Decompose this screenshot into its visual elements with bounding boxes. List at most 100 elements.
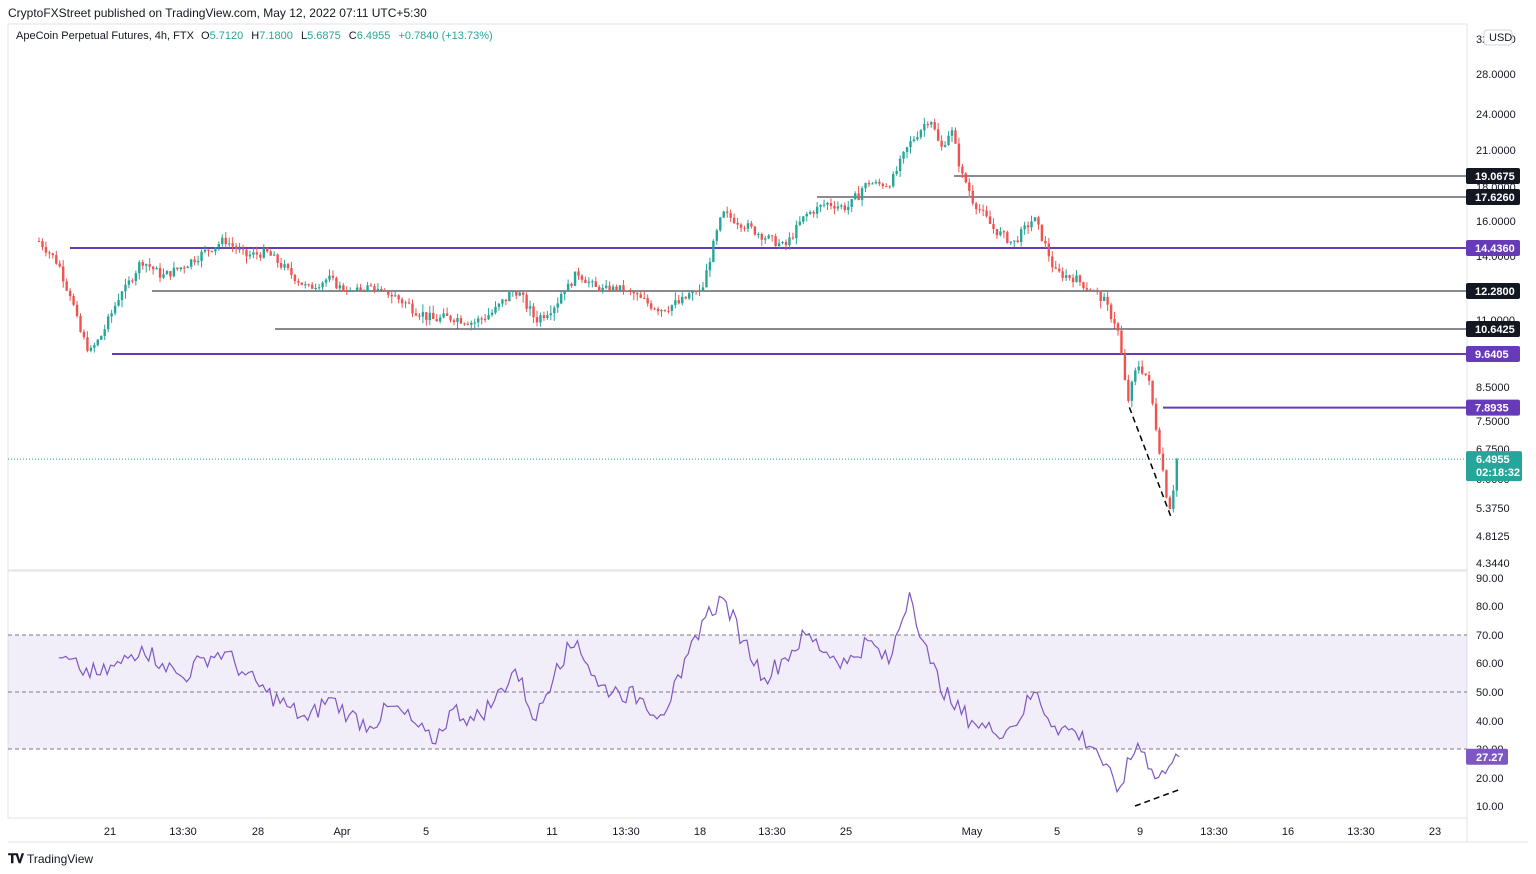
candle-body <box>726 211 729 213</box>
candle-body <box>37 241 41 243</box>
candle-body <box>954 130 957 144</box>
candle-body <box>307 284 310 286</box>
tradingview-branding[interactable]: 𝐓𝐕 TradingView <box>8 851 93 867</box>
candle-body <box>262 248 265 258</box>
candle-body <box>784 241 788 246</box>
price-tick-label: 8.5000 <box>1476 382 1510 394</box>
candle-body <box>528 306 532 309</box>
candle-body <box>1016 240 1019 242</box>
candle-body <box>276 254 279 264</box>
candle-body <box>888 186 891 188</box>
candle-body <box>943 145 947 147</box>
candle-body <box>480 318 483 320</box>
candle-body <box>259 254 262 258</box>
candle-body <box>933 122 936 130</box>
candle-body <box>719 217 722 231</box>
price-tick-label: 4.8125 <box>1476 531 1510 543</box>
candle-body <box>584 279 587 283</box>
candle-body <box>120 291 124 300</box>
candle-body <box>477 318 480 323</box>
time-tick-label: 25 <box>840 826 852 838</box>
candle-body <box>217 243 221 248</box>
currency-button <box>1483 29 1513 46</box>
level-tag <box>1466 321 1520 337</box>
candle-body <box>656 308 660 312</box>
candle-body <box>483 318 487 320</box>
candle-body <box>380 288 383 291</box>
candle-body <box>1161 453 1165 471</box>
candle-body <box>328 275 331 280</box>
candle-body <box>1033 217 1037 222</box>
candle-body <box>366 285 369 291</box>
tradingview-logo-icon: 𝐓𝐕 <box>8 851 24 866</box>
candle-body <box>497 303 501 307</box>
candle-body <box>964 173 968 183</box>
candle-body <box>445 313 449 316</box>
price-tick-label: 4.3440 <box>1476 558 1510 570</box>
rsi-line <box>58 592 1180 794</box>
candle-body <box>909 141 912 148</box>
candle-body <box>100 335 103 340</box>
candle-body <box>245 249 248 257</box>
candle-body <box>802 216 805 222</box>
candle-body <box>950 130 954 136</box>
candle-body <box>539 315 542 323</box>
candle-body <box>795 224 798 239</box>
candle-body <box>44 247 48 253</box>
price-axis: 32.000028.000024.000021.000018.000016.00… <box>1476 34 1516 570</box>
candle-body <box>255 252 259 255</box>
candle-body <box>283 264 286 268</box>
candle-body <box>905 147 909 152</box>
candle-body <box>435 319 438 322</box>
candle-body <box>362 291 366 292</box>
candle-body <box>1078 275 1082 283</box>
candle-body <box>573 271 577 286</box>
candle-body <box>335 277 338 289</box>
candle-body <box>1061 271 1064 278</box>
candle-body <box>1141 366 1144 374</box>
current-price-tag <box>1466 451 1522 482</box>
close-label: C <box>348 30 357 42</box>
candle-body <box>885 186 888 188</box>
candle-body <box>383 290 387 292</box>
time-tick-label: Apr <box>333 826 350 838</box>
candle-body <box>210 250 214 252</box>
price-tick-label: 16.0000 <box>1476 216 1516 228</box>
candle-body <box>881 183 885 187</box>
candle-body <box>919 130 923 138</box>
candle-body <box>51 253 55 256</box>
candle-body <box>604 285 608 288</box>
candle-body <box>1165 470 1168 498</box>
candle-body <box>988 216 992 224</box>
candle-body <box>957 143 961 167</box>
currency-button-label[interactable]: USD <box>1489 32 1512 44</box>
candle-body <box>494 306 497 313</box>
candle-body <box>705 270 708 288</box>
candle-body <box>840 205 843 207</box>
candle-body <box>390 294 393 297</box>
candle-body <box>788 237 791 246</box>
candle-body <box>518 292 521 296</box>
candle-body <box>231 243 234 247</box>
candle-body <box>252 252 255 255</box>
candle-body <box>58 263 61 267</box>
candle-body <box>459 317 463 324</box>
candle-body <box>404 302 407 304</box>
candle-body <box>300 282 304 285</box>
candle-body <box>753 226 757 235</box>
candle-body <box>438 317 442 322</box>
time-tick-label: 13:30 <box>758 826 786 838</box>
candle-body <box>826 202 829 205</box>
time-tick-label: 5 <box>423 826 429 838</box>
candle-body <box>847 206 850 211</box>
candle-body <box>774 236 777 247</box>
time-tick-label: 13:30 <box>612 826 640 838</box>
candle-body <box>1127 379 1130 401</box>
candle-body <box>355 287 359 291</box>
candle-body <box>632 291 636 294</box>
level-tag-label: 17.6260 <box>1475 192 1515 204</box>
candle-body <box>923 124 926 131</box>
candle-body <box>75 304 79 316</box>
candle-body <box>68 290 72 297</box>
